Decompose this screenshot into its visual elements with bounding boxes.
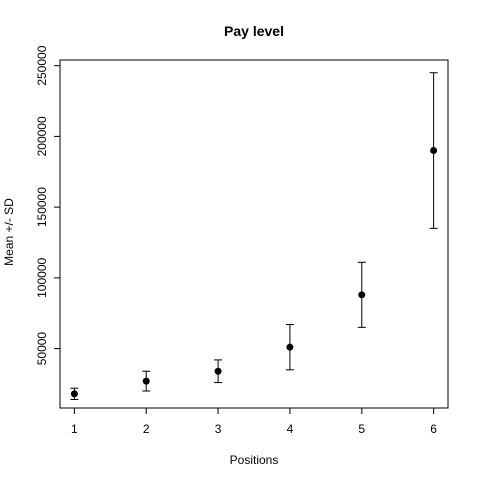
data-point-group	[70, 387, 79, 401]
data-point	[142, 377, 150, 385]
data-point-group	[142, 370, 151, 392]
data-point-group	[429, 72, 438, 229]
data-point	[358, 291, 366, 299]
x-axis: 1 2 3 4 5 6	[71, 407, 437, 436]
data-point	[286, 343, 294, 351]
data-marks	[70, 72, 438, 401]
x-tick-label: 3	[215, 422, 222, 436]
x-tick-label: 5	[358, 422, 365, 436]
data-point-group	[285, 324, 294, 371]
x-tick-label: 6	[430, 422, 437, 436]
y-tick-label: 150000	[35, 187, 49, 227]
chart-title: Pay level	[224, 23, 284, 39]
data-point	[430, 147, 438, 155]
data-point-group	[357, 261, 366, 328]
data-point	[214, 367, 222, 375]
x-tick-label: 1	[71, 422, 78, 436]
y-tick-label: 250000	[35, 45, 49, 85]
data-point-group	[214, 359, 223, 384]
data-point	[70, 390, 78, 398]
y-tick-label: 50000	[35, 332, 49, 366]
y-axis: 50000 100000 150000 200000 250000	[35, 45, 61, 366]
x-tick-label: 2	[143, 422, 150, 436]
y-tick-label: 200000	[35, 116, 49, 156]
y-tick-label: 100000	[35, 258, 49, 298]
y-axis-label: Mean +/- SD	[2, 198, 16, 266]
x-axis-label: Positions	[230, 453, 279, 467]
x-tick-label: 4	[287, 422, 294, 436]
plot-frame	[59, 59, 449, 409]
